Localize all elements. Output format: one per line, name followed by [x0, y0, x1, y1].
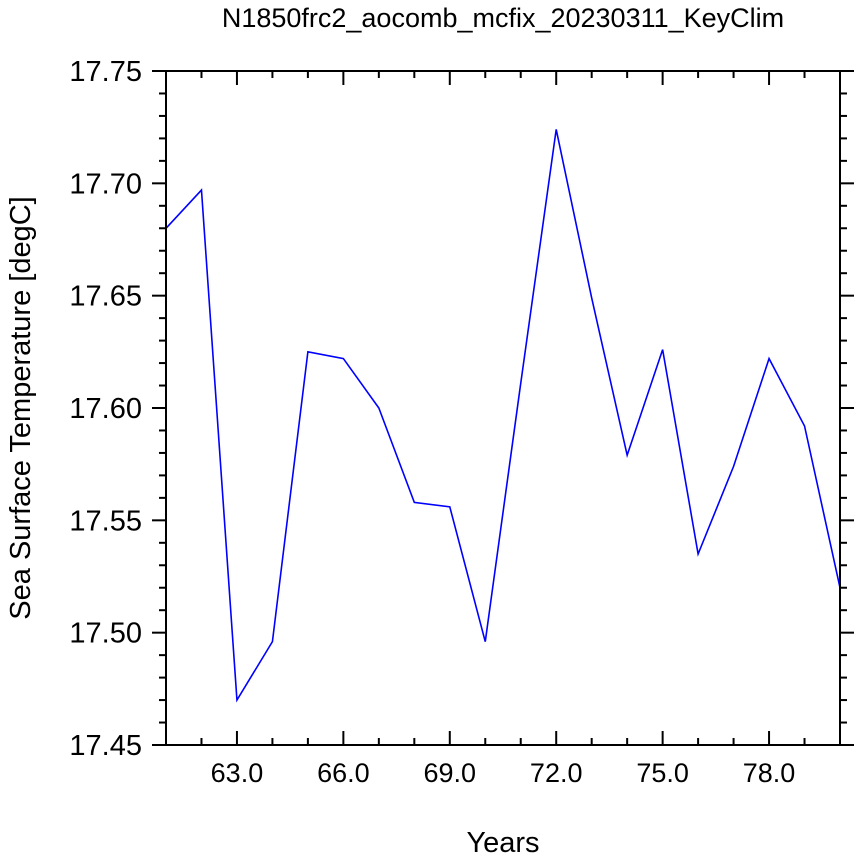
y-tick-label: 17.55 — [69, 505, 142, 537]
data-series — [165, 129, 841, 703]
y-tick-label: 17.50 — [69, 618, 142, 650]
x-tick-label: 78.0 — [743, 758, 796, 788]
y-tick-label: 17.70 — [69, 168, 142, 200]
y-tick-label: 17.75 — [69, 56, 142, 88]
y-tick-label: 17.65 — [69, 281, 142, 313]
plot-frame — [165, 70, 841, 746]
x-tick-label: 66.0 — [317, 758, 370, 788]
y-tick-label: 17.45 — [69, 730, 142, 762]
x-tick-label: 75.0 — [636, 758, 689, 788]
y-tick-label: 17.60 — [69, 393, 142, 425]
axis-ticks — [152, 70, 854, 746]
x-tick-label: 63.0 — [211, 758, 264, 788]
axis-tick-labels: 63.0 66.0 69.0 72.0 75.0 78.0 17.45 17.50 17.55 1… — [69, 56, 795, 788]
x-tick-label: 69.0 — [424, 758, 477, 788]
y-axis-label: Sea Surface Temperature [degC] — [5, 196, 37, 619]
chart-title: N1850frc2_aocomb_mcfix_20230311_KeyClim — [222, 3, 784, 33]
x-tick-label: 72.0 — [530, 758, 583, 788]
x-axis-label: Years — [466, 827, 539, 859]
series-line — [165, 129, 841, 703]
